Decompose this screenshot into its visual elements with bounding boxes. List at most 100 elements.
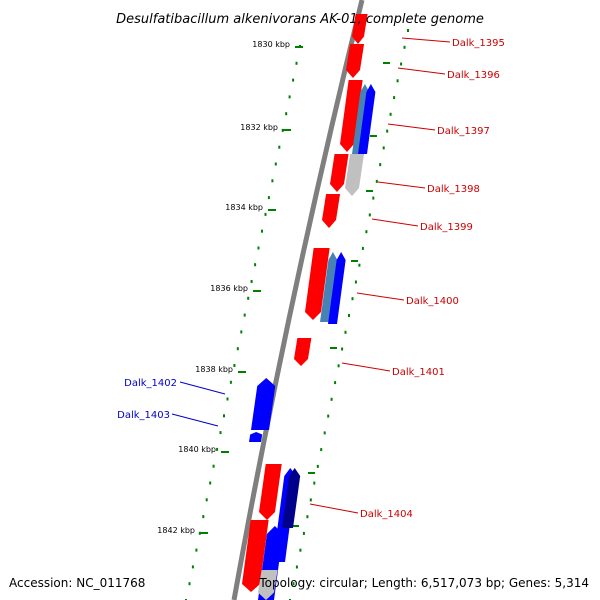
inner-tick-dot (295, 61, 298, 65)
inner-tick-dot (247, 296, 250, 300)
inner-tick-dot (229, 380, 232, 384)
gene-label: Dalk_1402 (124, 378, 177, 389)
gene-label-leader (387, 123, 436, 131)
outer-tick-dot (348, 314, 350, 317)
inner-tick-dot (271, 179, 274, 183)
inner-tick-dot (281, 128, 284, 132)
inner-tick-dot (292, 78, 295, 82)
inner-tick-dot (219, 431, 222, 435)
inner-tick-dot (233, 364, 236, 367)
inner-tick-dot (202, 515, 205, 519)
scale-label: 1830 kbp (252, 40, 290, 49)
outer-tick-dot (316, 464, 319, 468)
gene-dalk-1399 (322, 194, 341, 228)
outer-tick-dot (323, 431, 326, 435)
outer-tick (351, 260, 358, 262)
outer-tick-dot (393, 96, 396, 100)
gene-dalk-1398-b (345, 154, 365, 196)
outer-tick-dot (386, 129, 389, 133)
outer-tick-dot (313, 481, 316, 485)
gene-label: Dalk_1398 (427, 184, 480, 195)
outer-tick-dot (292, 582, 295, 586)
outer-tick-dot (379, 163, 382, 167)
gene-labels: Dalk_1395 Dalk_1396 Dalk_1397 Dalk_1398 Dalk… (117, 37, 505, 520)
gene-label-leader (401, 37, 451, 43)
gene-dalk-1402 (251, 378, 276, 430)
outer-tick-dot (389, 112, 392, 116)
gene-label-leader (341, 362, 391, 372)
inner-tick-dot (288, 95, 291, 99)
inner-tick-dot (188, 582, 191, 586)
inner-tick-dot (195, 548, 198, 552)
scale-tick (200, 532, 208, 534)
map-title: Desulfatibacillum alkenivorans AK-01, co… (116, 12, 484, 27)
genome-summary-text: Topology: circular; Length: 6,517,073 bp… (258, 576, 589, 590)
outer-tick-dot (341, 347, 344, 351)
outer-tick-dot (372, 196, 375, 200)
scale-tick (238, 371, 246, 373)
outer-tick-dot (302, 531, 305, 535)
outer-tick (330, 347, 337, 349)
outer-tick-dot (344, 330, 347, 334)
outer-tick (292, 525, 299, 527)
gene-dalk-1397 (340, 80, 363, 152)
inner-tick-dot (250, 280, 253, 283)
gene-dalk-1404-c (282, 468, 301, 528)
inner-tick-dot (264, 212, 267, 216)
inner-tick-dot (240, 330, 243, 334)
outer-tick-dot (354, 280, 357, 284)
scale-ticks (200, 46, 390, 534)
inner-tick-dot (278, 145, 281, 149)
inner-tick-dot (267, 196, 270, 200)
gene-label-leader (179, 381, 226, 395)
genome-backbone (231, 0, 365, 600)
outer-tick-dot (396, 79, 399, 83)
outer-tick (308, 472, 315, 474)
inner-tick-dot (226, 397, 229, 401)
gene-dalk-1400 (305, 248, 330, 320)
inner-tick-dot (209, 481, 212, 485)
gene-dalk-1405-c (258, 570, 278, 600)
gene-label: Dalk_1397 (437, 126, 490, 137)
inner-tick-dot (274, 162, 277, 166)
outer-tick-dot (337, 364, 340, 368)
outer-tick-dot (375, 179, 378, 183)
gene-label-leader (356, 292, 405, 301)
inner-tick-dot (236, 347, 239, 351)
scale-label: 1836 kbp (210, 284, 248, 293)
outer-tick-dot (309, 498, 312, 502)
inner-tick-dot (254, 263, 257, 267)
outer-tick-dot (351, 297, 354, 301)
gene-dalk-1396 (346, 44, 365, 78)
inner-tick-dot (285, 112, 288, 116)
gene-label-leader (171, 413, 219, 427)
outer-tick-dot (358, 263, 361, 267)
gene-label-leader (371, 218, 419, 227)
scale-label: 1834 kbp (225, 203, 263, 212)
scale-label: 1842 kbp (157, 526, 195, 535)
outer-tick-dot (407, 29, 409, 32)
accession-text: Accession: NC_011768 (9, 576, 145, 590)
gene-dalk-1397-c (358, 84, 376, 154)
inner-tick-dot (205, 498, 208, 502)
gene-dalk-1400-b (320, 252, 338, 322)
gene-label-leader (377, 181, 426, 189)
outer-tick-dot (361, 246, 364, 250)
gene-label: Dalk_1403 (117, 410, 170, 421)
inner-tick-dot (216, 447, 219, 451)
outer-tick-dot (403, 45, 406, 49)
gene-dalk-1400-c (328, 252, 346, 324)
gene-dalk-1398 (330, 154, 349, 192)
inner-tick-dot (243, 313, 246, 317)
gene-features (242, 14, 376, 600)
gene-dalk-1405 (242, 520, 269, 592)
gene-label: Dalk_1396 (447, 70, 500, 81)
outer-tick-dot (365, 230, 368, 234)
outer-tick (366, 190, 373, 192)
scale-tick (295, 46, 303, 48)
gene-label-leader (309, 503, 359, 514)
gene-dalk-1404 (259, 464, 282, 520)
inner-tick-dot (257, 246, 260, 250)
outer-tick-dot (334, 381, 337, 385)
